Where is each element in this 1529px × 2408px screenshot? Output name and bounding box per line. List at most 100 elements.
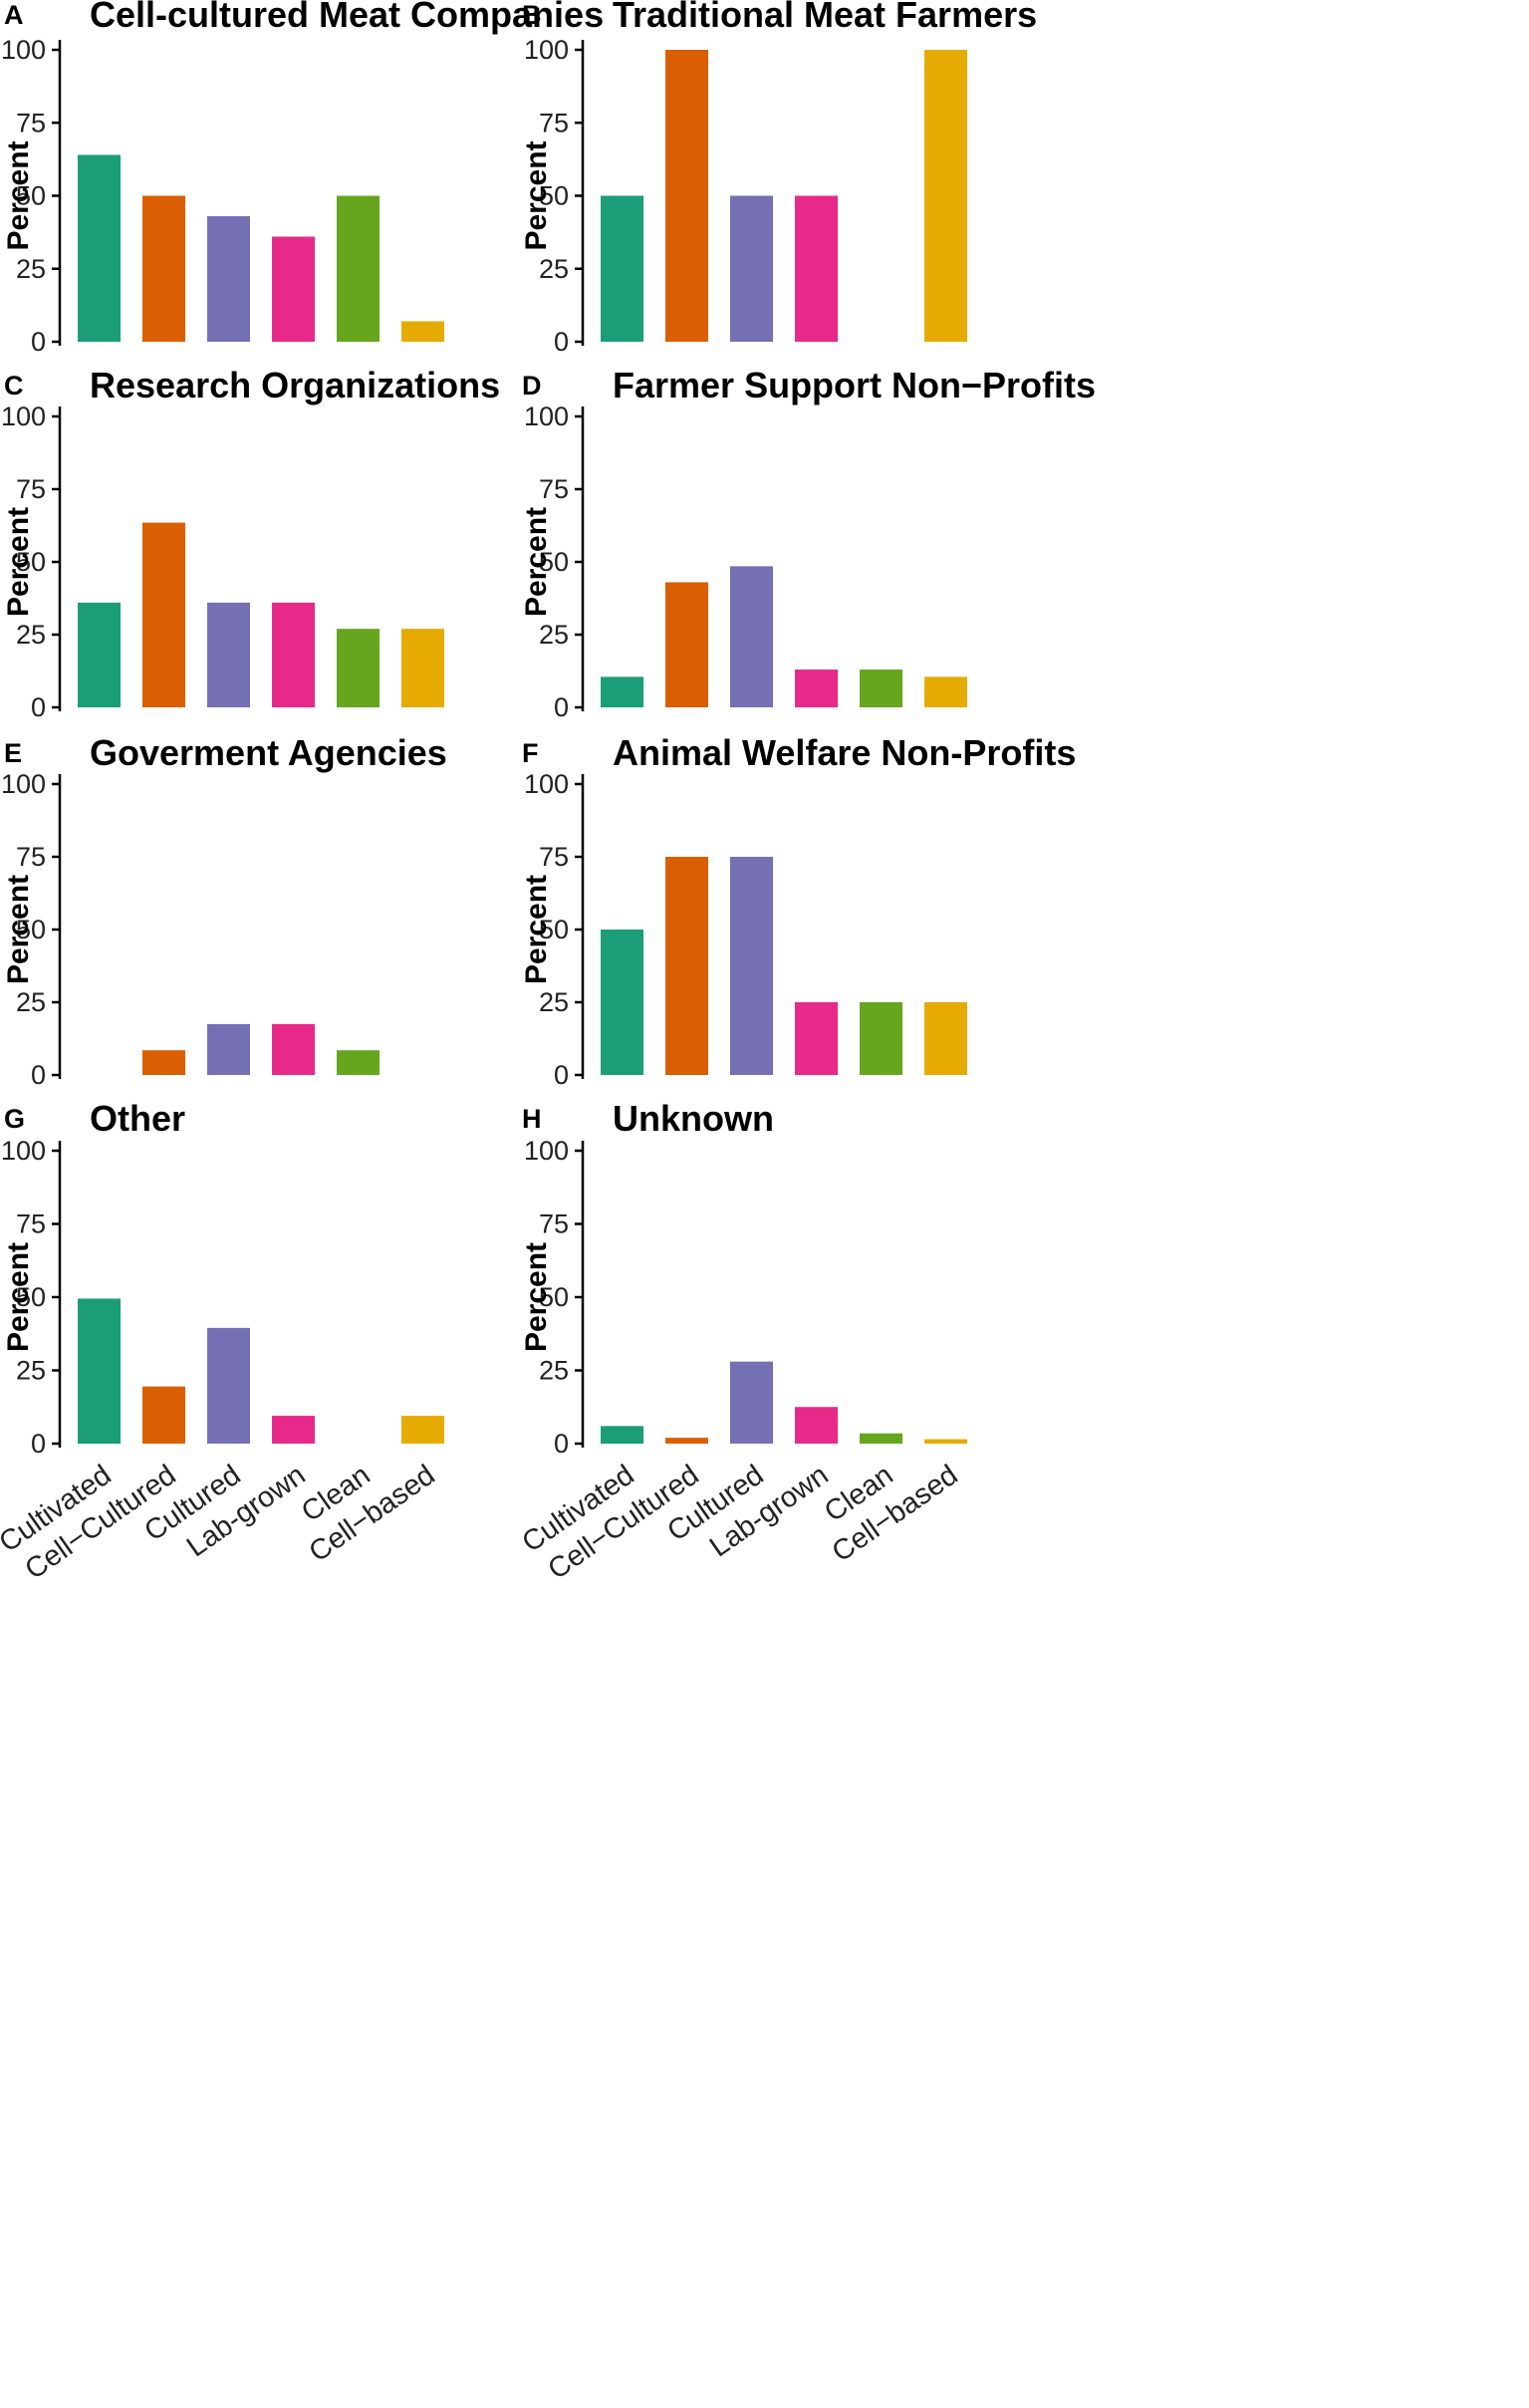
y-axis-title: Percent (2, 140, 35, 250)
panel-f: F Animal Welfare Non-Profits 0 25 50 75 100 Per… (520, 732, 1076, 1090)
bar-cultivated (78, 602, 121, 707)
y-axis-title: Percent (2, 1242, 35, 1352)
bar-lab-grown (795, 669, 838, 707)
y-tick-label: 75 (539, 108, 569, 137)
panel-label: E (4, 738, 22, 768)
y-tick-label: 25 (16, 1356, 46, 1386)
bar-cultured (207, 1327, 250, 1444)
bar-lab-grown (272, 1416, 315, 1444)
y-tick-label: 50 (539, 547, 569, 577)
bar-lab-grown (795, 1407, 838, 1444)
y-tick-label: 0 (554, 692, 569, 722)
bar-lab-grown (272, 236, 315, 342)
y-tick-label: 100 (524, 1136, 569, 1166)
y-axis-title: Percent (520, 875, 553, 984)
y-tick-label: 100 (524, 401, 569, 431)
panel-label: H (522, 1104, 542, 1134)
y-tick-label: 25 (16, 254, 46, 284)
bar-cell-cultured (142, 1386, 185, 1444)
bar-cell-based (924, 1439, 967, 1444)
y-tick-label: 75 (539, 474, 569, 504)
bar-clean (337, 1050, 380, 1075)
bar-cultured (207, 1023, 250, 1075)
bar-cultured (730, 1361, 773, 1444)
panel-d: D Farmer Support Non−Profits 0 25 50 75 100 Per… (520, 365, 1096, 722)
bar-clean (337, 629, 380, 707)
bar-cultivated (601, 1426, 643, 1444)
bar-cultivated (601, 195, 643, 342)
panel-title: Goverment Agencies (90, 732, 447, 773)
bar-cell-cultured (665, 582, 708, 707)
panel-g: G Other0255075100PercentCultivatedCell−Cu… (0, 1098, 444, 1586)
y-tick-label: 0 (31, 692, 46, 722)
y-tick-label: 75 (16, 1209, 46, 1239)
bar-lab-grown (795, 195, 838, 342)
y-tick-label: 50 (16, 547, 46, 577)
panel-title: Farmer Support Non−Profits (613, 365, 1096, 405)
y-tick-label: 100 (524, 35, 569, 65)
bar-cell-cultured (142, 195, 185, 342)
bar-cell-based (401, 1416, 444, 1444)
bar-cell-based (924, 50, 967, 342)
y-tick-label: 100 (1, 1136, 46, 1166)
bar-cultured (207, 602, 250, 707)
y-tick-label: 0 (31, 1429, 46, 1459)
bar-cell-cultured (142, 1050, 185, 1075)
bar-cell-cultured (665, 857, 708, 1075)
y-tick-label: 25 (16, 987, 46, 1017)
panel-label: C (4, 371, 24, 401)
y-tick-label: 100 (1, 769, 46, 799)
y-tick-label: 50 (539, 181, 569, 211)
y-tick-label: 0 (554, 1429, 569, 1459)
panel-label: B (522, 0, 542, 30)
bar-clean (860, 669, 902, 707)
y-tick-label: 0 (554, 327, 569, 357)
bar-cell-based (924, 1002, 967, 1075)
y-axis-title: Percent (520, 1242, 553, 1352)
y-tick-label: 25 (539, 620, 569, 650)
y-tick-label: 75 (539, 1209, 569, 1239)
y-axis-title: Percent (520, 507, 553, 617)
panel-e: E Goverment Agencies 0 25 50 75 100 Percent (1, 732, 447, 1090)
y-tick-label: 25 (16, 620, 46, 650)
y-tick-label: 75 (16, 842, 46, 872)
y-tick-label: 50 (16, 181, 46, 211)
bar-cultured (730, 195, 773, 342)
panel-title: Animal Welfare Non-Profits (613, 732, 1076, 773)
bar-lab-grown (272, 1023, 315, 1075)
panel-c: C Research Organizations 0 25 50 75 100 Percent (1, 365, 500, 722)
bar-cell-cultured (665, 1438, 708, 1444)
bar-cultivated (78, 154, 121, 342)
panel-title: Research Organizations (90, 365, 500, 405)
bar-cell-cultured (142, 522, 185, 707)
panel-label: G (4, 1104, 25, 1134)
panel-title: Cell-cultured Meat Companies (90, 0, 604, 35)
y-tick-label: 100 (524, 769, 569, 799)
bar-clean (337, 195, 380, 342)
panel-b: B Traditional Meat Farmers 0 25 50 75 100 Perce… (520, 0, 1037, 357)
y-tick-label: 100 (1, 401, 46, 431)
bar-cultivated (601, 930, 643, 1075)
bar-cultured (730, 857, 773, 1075)
panel-title: Unknown (613, 1098, 774, 1139)
panel-label: D (522, 371, 542, 401)
y-tick-label: 50 (16, 915, 46, 944)
bar-cell-based (401, 321, 444, 342)
bar-clean (860, 1002, 902, 1075)
y-tick-label: 75 (16, 474, 46, 504)
y-tick-label: 25 (539, 987, 569, 1017)
bar-cultivated (601, 676, 643, 707)
bar-cultured (730, 566, 773, 707)
y-tick-label: 50 (539, 915, 569, 944)
y-tick-label: 100 (1, 35, 46, 65)
bar-cell-based (924, 676, 967, 707)
panel-label: F (522, 738, 539, 768)
y-tick-label: 75 (16, 108, 46, 137)
y-tick-label: 25 (539, 254, 569, 284)
y-tick-label: 0 (554, 1060, 569, 1090)
bar-cell-based (401, 629, 444, 707)
y-tick-label: 75 (539, 842, 569, 872)
y-tick-label: 25 (539, 1356, 569, 1386)
panel-title: Traditional Meat Farmers (613, 0, 1037, 35)
